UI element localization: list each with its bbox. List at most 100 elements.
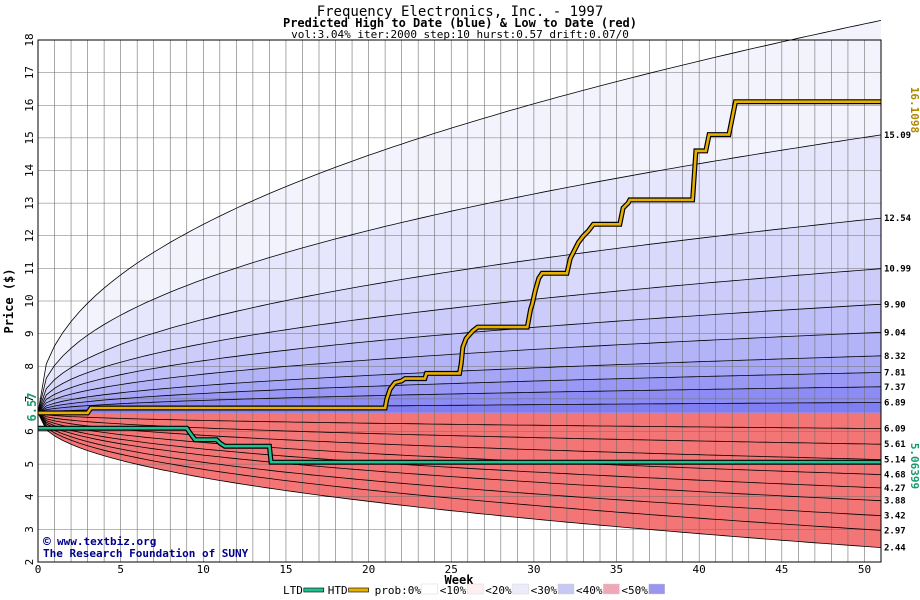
high-level-label: 7.37 — [884, 383, 906, 393]
x-tick-label: 0 — [35, 563, 42, 576]
high-level-label: 8.32 — [884, 352, 906, 362]
low-to-date-line — [38, 426, 881, 464]
low-level-label: 2.97 — [884, 526, 906, 536]
legend-label: <30% — [531, 584, 558, 597]
low-level-label: 4.68 — [884, 471, 906, 481]
legend-item: <40% — [576, 583, 620, 597]
low-contour — [37, 412, 882, 502]
x-tick-label: 25 — [445, 563, 458, 576]
y-tick-label: 3 — [23, 526, 36, 533]
legend-item: <10% — [440, 583, 484, 597]
x-tick-labels: 0 5 10 15 20 25 30 35 40 45 50 — [35, 563, 871, 576]
low-level-label: 6.09 — [884, 425, 906, 435]
credit-website: www.textbiz.org — [57, 535, 156, 548]
high-contour — [37, 303, 882, 414]
chart-subtitle: Predicted High to Date (blue) & Low to D… — [283, 16, 637, 30]
low-level-label: 4.27 — [884, 484, 906, 494]
low-level-labels: 6.09 5.61 5.14 4.68 4.27 3.88 3.42 2.97 2.44 — [884, 425, 906, 554]
y-tick-label: 9 — [23, 330, 36, 337]
high-band — [38, 372, 881, 413]
legend-label: LTD — [283, 584, 303, 597]
high-band — [38, 218, 881, 413]
credit-organization: The Research Foundation of SUNY — [43, 547, 249, 560]
legend: LTD HTD prob:0% <10% <20% <30% <40% <50% — [283, 583, 665, 597]
legend-swatch — [467, 583, 484, 595]
y-tick-labels: 2 3 4 5 6 7 8 9 10 11 12 13 14 15 16 17 18 — [23, 33, 36, 565]
y-tick-label: 13 — [23, 197, 36, 210]
x-tick-label: 15 — [279, 563, 292, 576]
high-level-label: 12.54 — [884, 214, 912, 224]
high-contour — [37, 134, 882, 413]
x-tick-label: 50 — [858, 563, 871, 576]
low-contour — [37, 412, 882, 460]
high-contour — [37, 20, 882, 413]
y-tick-label: 14 — [23, 164, 36, 178]
legend-swatch — [648, 583, 665, 595]
high-level-label: 7.81 — [884, 368, 906, 378]
high-contour — [37, 386, 882, 414]
high-level-label: 9.04 — [884, 328, 906, 338]
y-tick-label: 7 — [23, 396, 36, 403]
low-contour — [37, 412, 882, 548]
legend-swatch — [512, 583, 529, 595]
y-tick-label: 5 — [23, 461, 36, 468]
high-contour — [37, 331, 882, 414]
x-tick-label: 20 — [362, 563, 375, 576]
high-band — [38, 20, 881, 413]
legend-swatch — [303, 587, 325, 593]
low-level-label: 2.44 — [884, 544, 906, 554]
low-contour — [37, 412, 882, 429]
credits: © www.textbiz.org The Research Foundatio… — [43, 535, 249, 560]
x-tick-label: 30 — [527, 563, 540, 576]
legend-label: <10% — [440, 584, 467, 597]
legend-label: HTD — [328, 584, 348, 597]
legend-item: <50% — [621, 583, 665, 597]
low-level-label: 5.61 — [884, 440, 906, 450]
low-level-label: 3.42 — [884, 512, 906, 522]
chart-title: Frequency Electronics, Inc. - 1997 — [317, 4, 604, 20]
high-final-label: 16.1098 — [908, 87, 920, 133]
y-tick-label: 2 — [23, 559, 36, 566]
chart-params: vol:3.04% iter:2000 step:10 hurst:0.57 d… — [291, 28, 629, 41]
y-tick-label: 17 — [23, 66, 36, 79]
legend-swatch — [603, 583, 620, 595]
x-tick-label: 40 — [693, 563, 706, 576]
legend-item: LTD — [283, 584, 325, 597]
y-tick-label: 4 — [23, 493, 36, 500]
legend-swatch — [421, 583, 438, 595]
y-tick-label: 6 — [23, 428, 36, 435]
legend-item: HTD — [328, 584, 369, 597]
low-level-label: 3.88 — [884, 497, 906, 507]
high-band — [38, 134, 881, 413]
high-contour — [37, 217, 882, 414]
high-level-labels: 15.09 12.54 10.99 9.90 9.04 8.32 7.81 7.37 6.89 — [884, 131, 912, 409]
copyright-symbol: © — [43, 535, 51, 550]
legend-label: <50% — [621, 584, 648, 597]
y-tick-label: 12 — [23, 229, 36, 242]
legend-swatch — [348, 587, 369, 593]
low-contour — [37, 412, 882, 475]
y-tick-label: 11 — [23, 262, 36, 275]
y-tick-label: 15 — [23, 131, 36, 144]
high-band — [38, 268, 881, 413]
high-band — [38, 332, 881, 413]
low-final-label: 5.06399 — [908, 443, 920, 489]
plot-frame — [37, 39, 882, 563]
legend-item: <30% — [531, 583, 575, 597]
high-level-label: 10.99 — [884, 265, 911, 275]
high-level-label: 6.89 — [884, 398, 906, 408]
high-contour — [37, 268, 882, 414]
legend-label: <40% — [576, 584, 603, 597]
high-to-date-line — [38, 100, 881, 415]
start-price-label: 6.57 — [25, 393, 39, 422]
path-lines — [38, 99, 881, 465]
x-tick-label: 10 — [197, 563, 210, 576]
high-band — [38, 304, 881, 413]
legend-item: <20% — [485, 583, 529, 597]
x-tick-label: 35 — [610, 563, 623, 576]
x-tick-label: 45 — [775, 563, 788, 576]
y-tick-label: 10 — [23, 294, 36, 307]
low-contour — [37, 412, 882, 531]
y-tick-label: 16 — [23, 99, 36, 112]
